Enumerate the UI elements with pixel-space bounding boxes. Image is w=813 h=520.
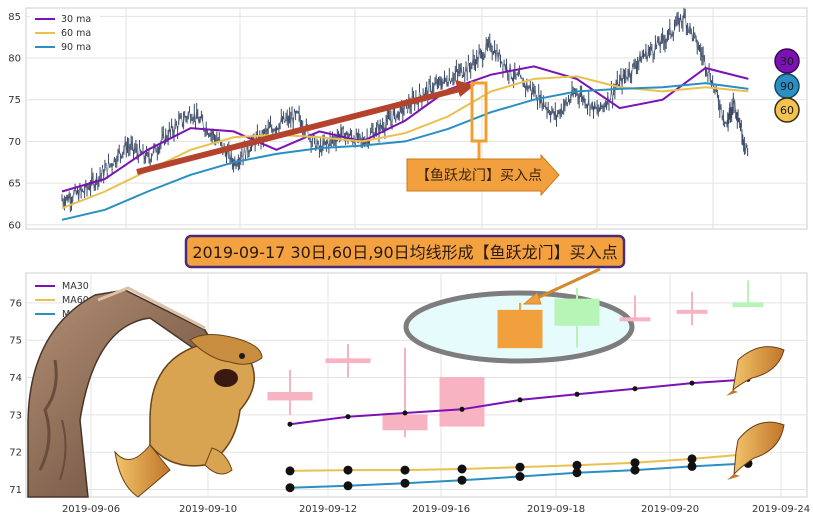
zoom-x-tick-label: 2019-09-20: [641, 504, 699, 515]
koi-fish-bottom-illustration: [727, 421, 785, 480]
badge-90-label: 90: [780, 80, 794, 93]
overview-y-tick-label: 60: [8, 220, 21, 231]
zoom-y-tick-label: 73: [9, 410, 22, 421]
overview-y-tick-label: 65: [8, 179, 21, 190]
trend-arrow: [136, 80, 475, 175]
overview-ma-lines: [61, 65, 749, 221]
candle-body: [439, 377, 485, 427]
zoom-x-tick-label: 2019-09-06: [62, 504, 120, 515]
zoom-ma-point: [687, 454, 697, 464]
zoom-x-tick-label: 2019-09-16: [412, 504, 470, 515]
candle-body: [325, 358, 371, 364]
koi-fish-top-illustration: [726, 346, 785, 396]
candle-body: [267, 391, 313, 401]
overview-plot-area: [25, 7, 808, 230]
zoom-ma-point: [630, 458, 640, 468]
zoom-y-tick-label: 71: [9, 485, 22, 496]
zoom-ma-point: [400, 478, 410, 488]
candlesticks: [267, 280, 764, 438]
badge-60-label: 60: [780, 104, 794, 117]
legend-label-90ma: 90 ma: [61, 42, 91, 53]
zoom-ma-point: [572, 460, 582, 470]
badge-30-label: 30: [780, 55, 794, 68]
overview-ma-line: [61, 65, 749, 193]
zoom-ma-point: [457, 464, 467, 474]
zoom-ma-point: [689, 380, 695, 386]
zoom-ma-point: [285, 466, 295, 476]
candle-body: [554, 298, 600, 326]
legend-label-60ma: 60 ma: [61, 28, 91, 39]
overview-ma-line: [61, 82, 749, 221]
zoom-ma-point: [457, 475, 467, 485]
overview-y-tick-label: 85: [8, 12, 21, 23]
candle-body: [497, 309, 543, 349]
buy-point-callout-text: 【鱼跃龙门】买入点: [416, 167, 542, 184]
ma-badges: 30 90 60: [774, 48, 800, 123]
zoom-ma-point: [402, 410, 408, 416]
legend-label-MA60: MA60: [62, 295, 89, 306]
headline-text: 2019-09-17 30日,60日,90日均线形成【鱼跃龙门】买入点: [192, 243, 617, 262]
buy-point-callout: 【鱼跃龙门】买入点: [406, 153, 560, 197]
badge-60: [774, 97, 800, 123]
legend-label-MA30: MA30: [62, 281, 89, 292]
zoom-x-tick-label: 2019-09-18: [527, 504, 585, 515]
badge-30: [774, 48, 800, 74]
zoom-x-tick-label: 2019-09-24: [752, 504, 810, 515]
zoom-y-tick-label: 72: [9, 448, 22, 459]
overview-y-tick-label: 70: [8, 137, 21, 148]
candle-body: [732, 302, 764, 308]
overview-y-ticks: 60 65 70 75 80 85: [8, 12, 21, 231]
candle-body: [619, 317, 651, 322]
zoom-ma-point: [345, 414, 351, 420]
zoom-ma-point: [515, 462, 525, 472]
zoom-ma-point: [343, 465, 353, 475]
zoom-ma-point: [632, 386, 638, 392]
zoom-x-tick-label: 2019-09-12: [299, 504, 357, 515]
zoom-ma-point: [400, 465, 410, 475]
zoom-ma-point: [517, 397, 523, 403]
zoom-ma-point: [287, 421, 293, 427]
overview-legend: 30 ma 60 ma 90 ma: [30, 12, 100, 56]
zoom-ma-point: [343, 481, 353, 491]
zoom-ma-point: [285, 483, 295, 493]
zoom-ma-point: [515, 472, 525, 481]
zoom-ma-point: [572, 468, 582, 478]
zoom-ma-point: [459, 406, 465, 412]
zoom-y-tick-label: 75: [9, 336, 22, 347]
zoom-ma-point: [574, 391, 580, 397]
zoom-x-ticks: 2019-09-06 2019-09-10 2019-09-12 2019-09-16…: [62, 504, 810, 515]
overview-y-tick-label: 75: [8, 95, 21, 106]
overview-panel: 60 65 70 75 80 85 【鱼跃龙门】买入点 30 ma 60 ma 90 ma: [8, 7, 808, 231]
zoom-ma-point: [687, 461, 697, 471]
zoom-x-tick-label: 2019-09-10: [179, 504, 237, 515]
dog-fish-illustration: [114, 334, 263, 498]
pointer-arrow: [522, 267, 601, 305]
candle-body: [676, 309, 708, 314]
zoom-y-tick-label: 76: [9, 298, 22, 309]
zoom-ma-point: [630, 465, 640, 475]
candle-body: [382, 414, 428, 431]
overview-y-tick-label: 80: [8, 54, 21, 65]
headline-banner: 2019-09-17 30日,60日,90日均线形成【鱼跃龙门】买入点: [184, 234, 626, 269]
zoom-y-tick-label: 74: [9, 373, 22, 384]
zoom-y-ticks: 71 72 73 74 75 76: [9, 298, 22, 496]
legend-label-30ma: 30 ma: [61, 14, 91, 25]
